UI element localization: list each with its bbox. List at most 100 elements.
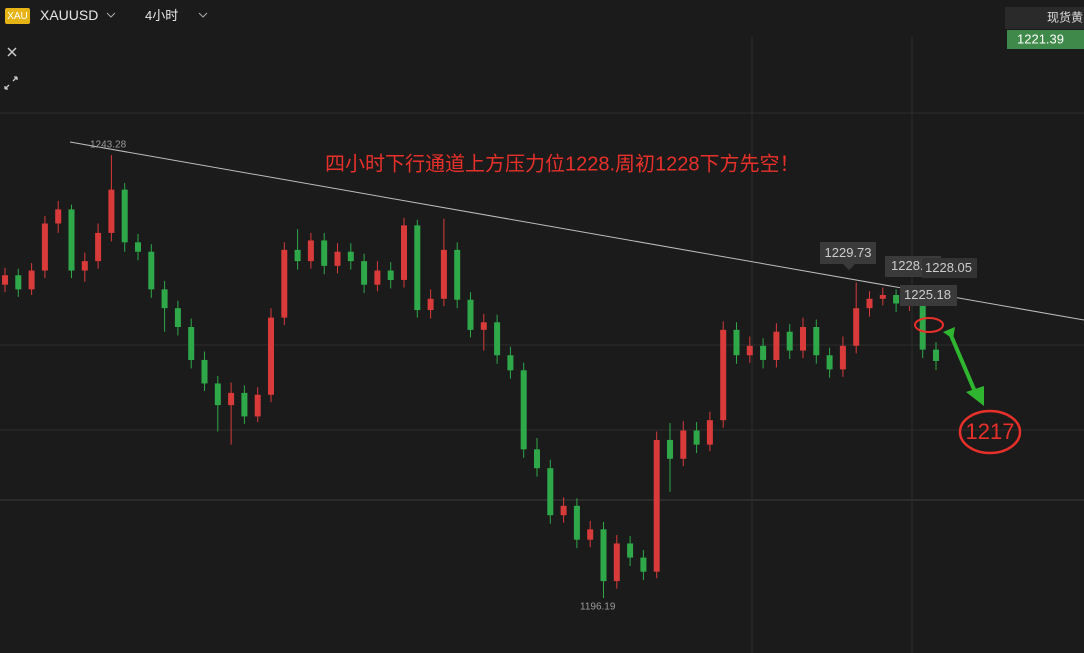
- toolbar: [0, 0, 1084, 36]
- label-box: [820, 242, 876, 264]
- candle-body: [866, 298, 873, 309]
- candle-body: [361, 261, 368, 285]
- expand-icon[interactable]: [4, 76, 18, 90]
- candle-body: [587, 529, 594, 540]
- arrow-head: [966, 386, 984, 406]
- candle-body: [387, 270, 394, 280]
- candle-body: [720, 329, 727, 421]
- candle-body: [786, 331, 793, 351]
- candle-body: [613, 543, 620, 582]
- candle-body: [800, 327, 806, 351]
- candle-body: [733, 329, 740, 356]
- candle-body: [534, 449, 540, 469]
- price-annotation: 1229.73: [825, 245, 872, 260]
- candle-body: [440, 249, 447, 299]
- candle-body: [135, 242, 141, 252]
- low-label: 1196.19: [580, 602, 616, 613]
- candle-body: [95, 232, 102, 262]
- candle-body: [81, 261, 88, 271]
- candle-body: [640, 557, 647, 572]
- candle-body: [307, 240, 314, 262]
- candle-body: [414, 225, 421, 311]
- candle-body: [41, 223, 48, 271]
- timeframe[interactable]: 4小时: [145, 8, 178, 23]
- candle-body: [467, 299, 474, 330]
- candle-body: [281, 249, 288, 318]
- candle-body: [760, 345, 767, 360]
- close-icon[interactable]: [7, 47, 17, 57]
- label-box: [900, 285, 957, 306]
- candle-body: [560, 505, 567, 516]
- candle-body: [188, 327, 195, 360]
- candle-body: [68, 209, 75, 271]
- target-circle: [958, 409, 1022, 455]
- candle-body: [693, 430, 700, 445]
- analysis-note: 四小时下行通道上方压力位1228.周初1228下方先空！: [325, 152, 800, 175]
- price-label: 现货黄: [1047, 10, 1083, 25]
- candle-body: [919, 293, 926, 350]
- candle-body: [28, 270, 35, 290]
- candle-body: [254, 394, 261, 417]
- price-annotation: 1225.18: [904, 287, 951, 302]
- candle-body: [334, 251, 341, 266]
- candle-body: [706, 420, 713, 445]
- candle-body: [600, 529, 607, 582]
- candle-body: [55, 209, 62, 224]
- arrow-tail: [943, 327, 955, 339]
- candle-body: [241, 392, 248, 417]
- candle-body: [321, 240, 328, 266]
- candle-body: [121, 189, 128, 243]
- badge-text: XAU: [7, 11, 28, 22]
- chevron[interactable]: [106, 12, 116, 18]
- candle-body: [653, 439, 660, 572]
- candle-body: [374, 270, 381, 285]
- candle-body: [15, 275, 22, 290]
- highlight-ellipse: [914, 317, 944, 333]
- candle-body: [161, 289, 168, 309]
- candle-body: [773, 331, 780, 360]
- high-label: 1243.28: [90, 140, 127, 151]
- label-box: [922, 258, 977, 278]
- candle-body: [853, 308, 860, 346]
- candle-body: [627, 543, 634, 558]
- candle-body: [547, 468, 554, 516]
- target-price: 1217: [966, 419, 1015, 444]
- candle-body: [294, 249, 301, 262]
- candle-body: [427, 298, 434, 311]
- candle-body: [826, 355, 833, 370]
- candle-body: [573, 505, 580, 540]
- candle-body: [813, 327, 820, 356]
- candle-body: [839, 345, 846, 370]
- candle-body: [520, 370, 527, 450]
- price-annotation: 1228.: [891, 258, 924, 273]
- candle-body: [2, 275, 8, 285]
- price: 1221.39: [1017, 31, 1064, 46]
- chevron[interactable]: [198, 12, 208, 18]
- price-box: [1005, 7, 1084, 29]
- label-pointer: [843, 264, 855, 270]
- candle-body: [108, 189, 115, 233]
- arrow-shaft: [948, 332, 978, 395]
- candle-body: [347, 251, 354, 262]
- candle-body: [746, 345, 753, 356]
- candle-body: [401, 225, 407, 280]
- candles: [2, 154, 939, 599]
- candle-body: [879, 295, 886, 299]
- price-tag: [1007, 30, 1084, 49]
- candle-body: [201, 359, 208, 384]
- symbol-badge: [5, 8, 30, 24]
- candle-body: [480, 322, 487, 330]
- price-annotation: 1228.05: [925, 260, 972, 275]
- candle-body: [494, 322, 501, 356]
- candle-body: [454, 249, 461, 300]
- candle-body: [680, 430, 687, 459]
- candle-body: [933, 349, 939, 361]
- symbol[interactable]: XAUUSD: [40, 7, 98, 23]
- candle-body: [228, 392, 235, 406]
- candle-body: [148, 251, 155, 290]
- candle-body: [667, 439, 673, 459]
- candle-body: [268, 317, 274, 395]
